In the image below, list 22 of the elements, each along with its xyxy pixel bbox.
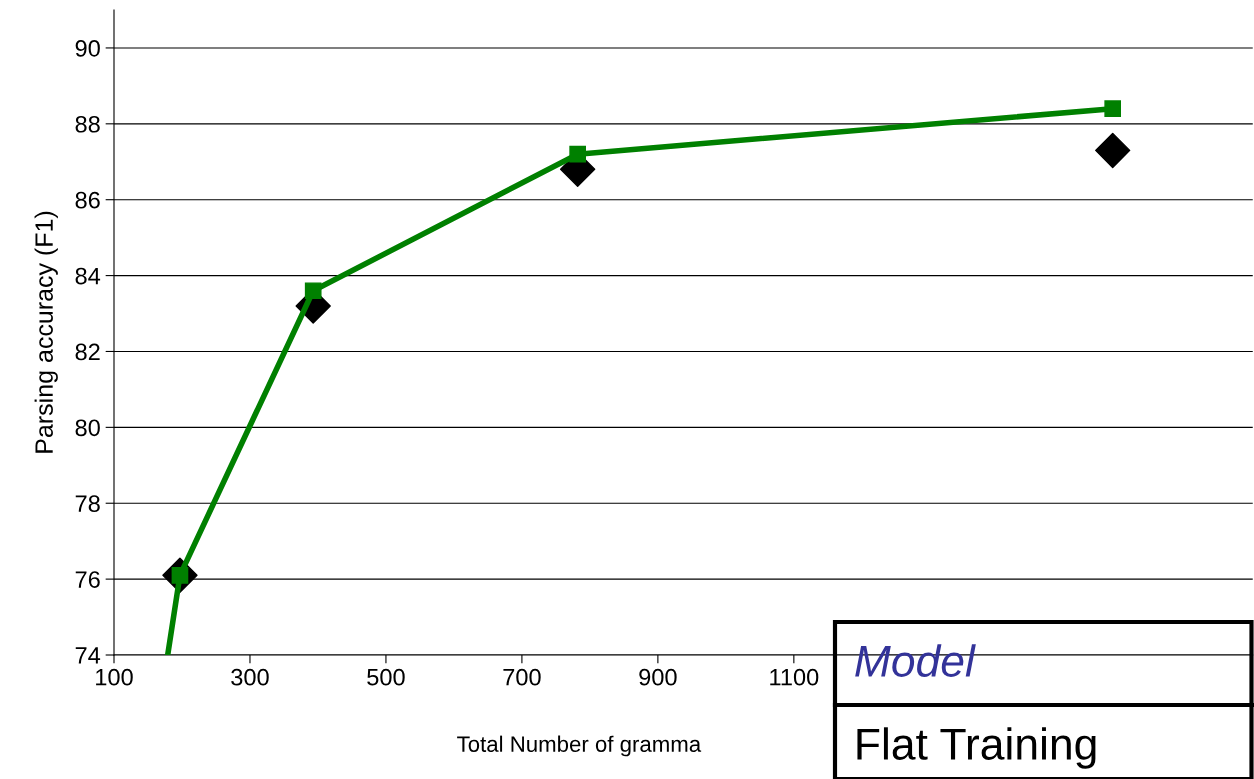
- x-tick-label: 700: [503, 668, 541, 686]
- x-axis-title: Total Number of gramma: [457, 735, 702, 757]
- x-tick-label: 100: [96, 668, 133, 686]
- y-axis-title: Parsing accuracy (F1): [34, 211, 58, 453]
- point: [304, 282, 322, 300]
- x-tick-label: 900: [639, 668, 677, 686]
- x-tick-label: 300: [231, 668, 269, 686]
- y-tick-label: 74: [75, 647, 101, 664]
- y-tick-label: 90: [75, 40, 100, 57]
- point: [1094, 132, 1131, 169]
- point: [1104, 100, 1122, 117]
- y-tick-label: 80: [75, 419, 100, 437]
- y-tick-label: 84: [75, 267, 101, 285]
- y-tick-label: 76: [75, 571, 100, 588]
- y-tick-label: 82: [75, 343, 100, 361]
- y-tick-label: 88: [75, 115, 100, 133]
- text: Flat Training: [857, 727, 1096, 769]
- x-tick-label: 500: [367, 668, 405, 686]
- y-tick-label: 78: [75, 495, 100, 513]
- y-tick-label: 86: [75, 191, 100, 209]
- point: [569, 145, 586, 163]
- x-tick-label: 1100: [770, 668, 819, 686]
